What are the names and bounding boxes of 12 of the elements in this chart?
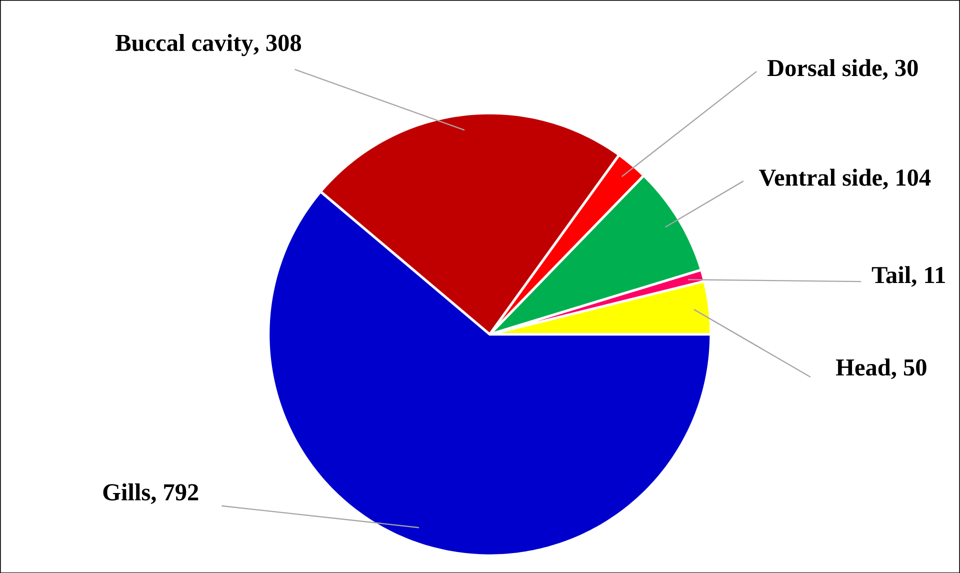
data-label: , 104: [882, 169, 931, 190]
slice-label: Head: [836, 358, 891, 376]
slice-label: Tail: [872, 266, 911, 284]
slice-label: Ventral side: [758, 168, 882, 186]
data-label: , 50: [891, 359, 926, 380]
data-label: , 11: [911, 266, 945, 287]
data-label: , 792: [150, 484, 198, 504]
data-label: , 308: [254, 34, 302, 54]
slice-label: Buccal cavity: [116, 34, 254, 56]
slice-label: Gills: [103, 483, 150, 500]
data-label: , 30: [882, 60, 918, 80]
slice-label: Dorsal side: [767, 58, 882, 76]
